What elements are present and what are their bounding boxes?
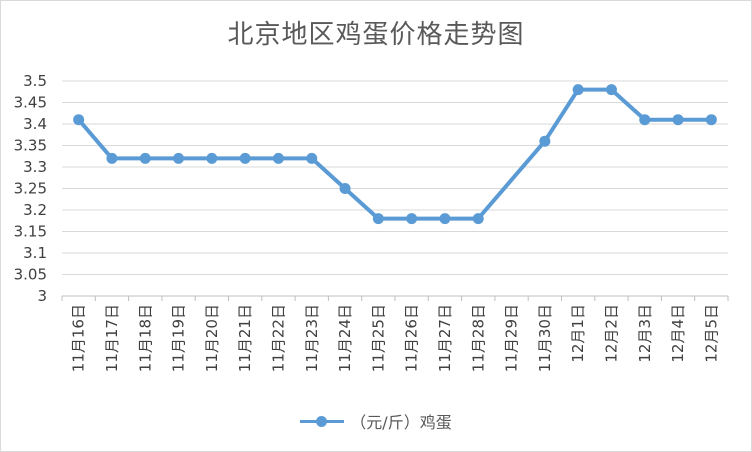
x-tick-label: 11月24日 xyxy=(336,304,354,372)
x-tick-label: 11月17日 xyxy=(103,304,121,372)
x-tick-label: 12月1日 xyxy=(569,304,587,363)
data-point xyxy=(539,135,551,147)
data-point xyxy=(672,114,684,126)
x-tick-label: 11月28日 xyxy=(469,304,487,372)
data-point xyxy=(339,183,351,194)
y-tick-label: 3.5 xyxy=(23,72,47,90)
x-tick-label: 12月5日 xyxy=(702,304,720,363)
x-tick-label: 11月18日 xyxy=(136,304,154,372)
chart-title: 北京地区鸡蛋价格走势图 xyxy=(227,20,525,50)
x-tick-label: 11月20日 xyxy=(203,304,221,372)
legend-label: （元/斤）鸡蛋 xyxy=(350,413,452,432)
y-tick-label: 3.1 xyxy=(23,244,47,262)
y-tick-label: 3.05 xyxy=(14,266,47,284)
y-tick-label: 3.15 xyxy=(14,223,47,241)
y-tick-label: 3.3 xyxy=(23,158,47,176)
data-point xyxy=(639,114,651,126)
data-point xyxy=(605,84,617,96)
x-tick-label: 11月22日 xyxy=(269,304,287,372)
y-tick-label: 3 xyxy=(37,287,47,305)
y-tick-label: 3.45 xyxy=(14,94,47,112)
x-tick-label: 11月16日 xyxy=(70,304,88,372)
x-tick-label: 11月21日 xyxy=(236,304,254,372)
legend-marker xyxy=(300,412,345,430)
data-point xyxy=(572,84,584,96)
y-tick-label: 3.35 xyxy=(14,137,47,155)
x-tick-label: 11月23日 xyxy=(303,304,321,372)
data-point xyxy=(439,213,451,225)
data-point xyxy=(173,152,185,164)
data-point xyxy=(705,114,717,126)
y-tick-label: 3.25 xyxy=(14,180,47,198)
data-point xyxy=(472,213,484,225)
x-tick-label: 11月30日 xyxy=(536,304,554,372)
data-point xyxy=(406,213,418,225)
x-tick-label: 12月4日 xyxy=(669,304,687,363)
data-point xyxy=(306,152,318,164)
x-tick-label: 12月2日 xyxy=(602,304,620,363)
data-point xyxy=(272,152,284,164)
data-point xyxy=(239,152,251,164)
x-tick-label: 11月29日 xyxy=(503,304,521,372)
data-point xyxy=(139,152,151,164)
y-tick-label: 3.2 xyxy=(23,201,47,219)
series-line xyxy=(76,87,714,221)
y-tick-label: 3.4 xyxy=(23,115,47,133)
data-point xyxy=(206,152,218,164)
x-tick-label: 11月27日 xyxy=(436,304,454,372)
legend: （元/斤）鸡蛋 xyxy=(0,409,752,433)
data-point xyxy=(73,114,85,126)
x-tick-label: 11月25日 xyxy=(369,304,387,372)
x-tick-label: 12月3日 xyxy=(636,304,654,363)
x-tick-label: 11月26日 xyxy=(403,304,421,372)
data-point xyxy=(372,213,384,225)
data-point xyxy=(106,152,118,164)
x-tick-label: 11月19日 xyxy=(170,304,188,372)
